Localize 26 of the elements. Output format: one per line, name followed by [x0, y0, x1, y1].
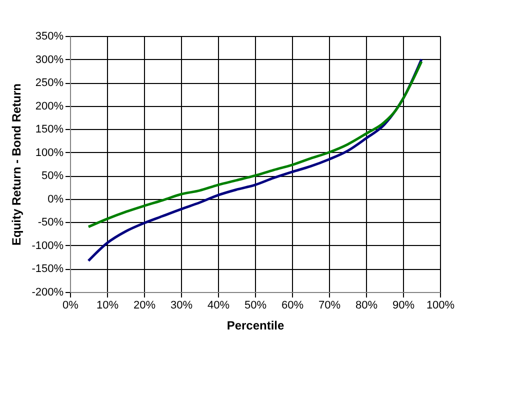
y-tick-label: -50% — [38, 216, 64, 229]
y-tick-label: -200% — [32, 286, 64, 298]
x-tick-label: 0% — [62, 300, 79, 312]
x-tick-label: 60% — [281, 300, 304, 312]
y-tick-label: 350% — [35, 30, 64, 42]
y-tick-label: -100% — [32, 240, 64, 252]
x-tick-label: 70% — [318, 300, 341, 312]
y-tick-label: 300% — [35, 54, 64, 66]
x-tick-label: 20% — [133, 300, 156, 312]
x-tick-label: 10% — [96, 300, 119, 312]
x-tick-label: 30% — [170, 300, 193, 312]
x-tick-label: 100% — [426, 300, 455, 312]
y-tick-label: 0% — [48, 193, 64, 206]
x-tick-label: 50% — [244, 300, 267, 312]
x-tick-label: 80% — [355, 300, 378, 312]
y-tick-label: 200% — [35, 100, 64, 112]
x-tick-label: 40% — [207, 300, 230, 312]
x-tick-label: 90% — [392, 300, 415, 312]
y-tick-label: -150% — [32, 263, 64, 276]
y-axis-title: Equity Return - Bond Return — [10, 84, 24, 246]
x-axis-title: Percentile — [226, 318, 284, 332]
y-tick-label: 250% — [35, 77, 64, 90]
y-tick-label: 150% — [35, 124, 64, 136]
y-tick-label: 50% — [41, 170, 64, 182]
y-tick-label: 100% — [35, 146, 64, 159]
line-series — [87, 60, 423, 228]
